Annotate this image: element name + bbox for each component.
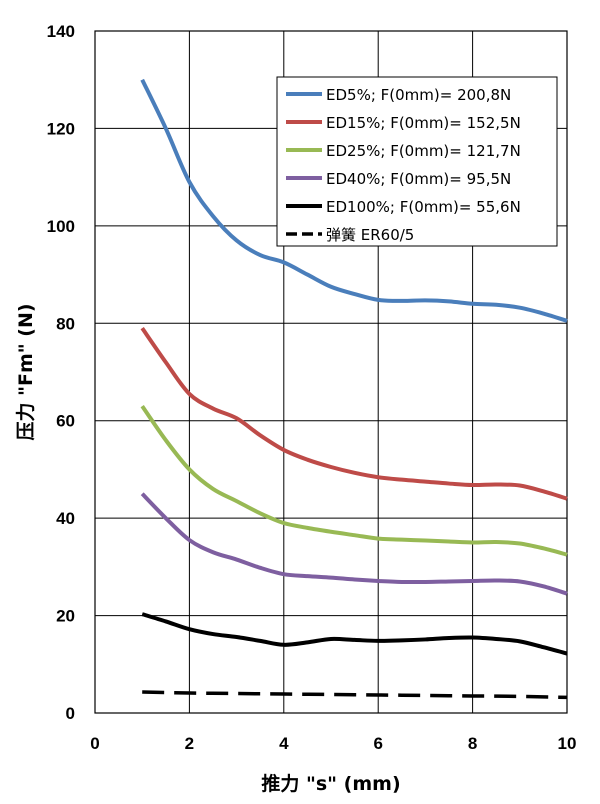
x-tick-label: 6 [373, 734, 382, 753]
legend-label-2: ED25%; F(0mm)= 121,7N [326, 142, 521, 160]
y-tick-label: 0 [66, 704, 75, 723]
y-tick-label: 100 [47, 217, 75, 236]
y-tick-label: 80 [56, 314, 75, 333]
x-tick-label: 2 [185, 734, 194, 753]
y-tick-label: 140 [47, 22, 75, 41]
x-tick-label: 0 [90, 734, 99, 753]
legend-label-4: ED100%; F(0mm)= 55,6N [326, 198, 521, 216]
x-axis-title: 推力 "s" (mm) [261, 772, 400, 795]
y-tick-label: 60 [56, 412, 75, 431]
y-tick-label: 40 [56, 509, 75, 528]
series-line-3 [140, 492, 568, 596]
series-line-0 [140, 78, 568, 323]
y-tick-label: 20 [56, 607, 75, 626]
legend: ED5%; F(0mm)= 200,8N ED15%; F(0mm)= 152,5… [276, 76, 558, 247]
legend-label-5: 弹簧 ER60/5 [326, 226, 414, 244]
x-tick-label: 10 [558, 734, 577, 753]
y-axis-ticks: 0 20 40 60 80 100 120 140 [47, 22, 75, 723]
series-line-5 [142, 690, 568, 700]
series-layer [140, 78, 568, 700]
series-line-2 [140, 404, 568, 557]
x-axis-ticks: 0 2 4 6 8 10 [90, 734, 576, 753]
legend-box [276, 76, 558, 247]
legend-label-0: ED5%; F(0mm)= 200,8N [326, 86, 511, 104]
legend-label-1: ED15%; F(0mm)= 152,5N [326, 114, 521, 132]
legend-items: ED5%; F(0mm)= 200,8N ED15%; F(0mm)= 152,5… [286, 86, 521, 244]
y-axis-title: 压力 "Fm" (N) [14, 303, 37, 440]
series-line-4 [141, 612, 568, 656]
y-tick-label: 120 [47, 119, 75, 138]
plot-area-border [94, 30, 568, 714]
legend-label-3: ED40%; F(0mm)= 95,5N [326, 170, 511, 188]
x-tick-label: 4 [279, 734, 289, 753]
x-tick-label: 8 [468, 734, 477, 753]
series-line-1 [140, 327, 568, 501]
